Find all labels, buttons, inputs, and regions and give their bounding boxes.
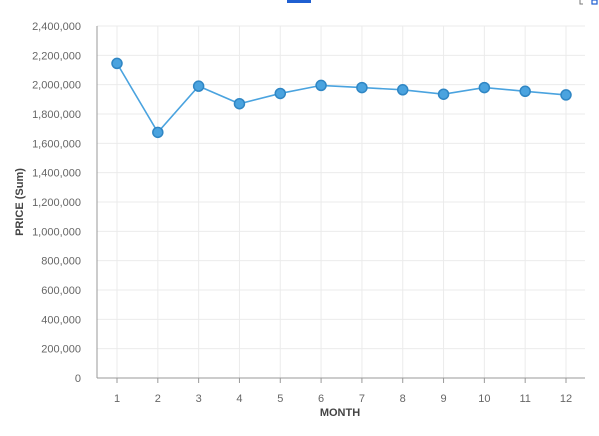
x-tick-label: 5	[277, 393, 283, 405]
y-tick-label: 1,400,000	[32, 168, 81, 180]
data-point[interactable]	[152, 126, 164, 139]
data-point[interactable]	[437, 88, 450, 100]
y-tick-labels: 0 200,000 400,000 600,000 800,000 1,000,000 1,…	[32, 21, 81, 385]
y-tick-label: 200,000	[41, 344, 81, 356]
x-tick-label: 8	[400, 393, 406, 405]
y-tick-label: 1,200,000	[32, 197, 81, 209]
y-axis-title: PRICE (Sum)	[14, 168, 26, 236]
x-tick-label: 11	[519, 393, 530, 405]
data-point[interactable]	[478, 81, 491, 94]
data-point[interactable]	[315, 79, 327, 92]
x-tick-label: 7	[359, 393, 365, 405]
y-tick-label: 1,000,000	[32, 226, 81, 238]
y-tick-label: 2,000,000	[32, 80, 81, 92]
x-tick-label: 9	[440, 393, 446, 405]
x-tick-label: 10	[478, 393, 490, 405]
data-point[interactable]	[519, 85, 531, 98]
y-tick-label: 600,000	[41, 285, 81, 297]
y-tick-label: 400,000	[41, 314, 81, 326]
axes	[96, 26, 585, 383]
expand-icon[interactable]	[578, 0, 598, 6]
data-point[interactable]	[111, 57, 123, 70]
x-tick-label: 4	[236, 393, 242, 405]
y-tick-label: 0	[75, 373, 81, 385]
y-tick-label: 2,400,000	[32, 21, 81, 33]
data-point[interactable]	[356, 81, 368, 94]
data-point[interactable]	[274, 87, 287, 100]
x-tick-label: 6	[318, 393, 324, 405]
x-tick-label: 2	[155, 393, 161, 405]
toolbar-highlight	[287, 0, 311, 3]
data-point[interactable]	[192, 80, 205, 92]
data-point[interactable]	[396, 84, 409, 96]
series	[111, 57, 572, 139]
x-tick-label: 3	[196, 393, 202, 405]
y-tick-label: 2,200,000	[32, 50, 81, 62]
y-tick-label: 1,800,000	[32, 109, 81, 121]
x-tick-label: 1	[114, 393, 120, 405]
y-tick-label: 1,600,000	[32, 138, 81, 150]
series-line	[116, 62, 567, 134]
y-tick-label: 800,000	[41, 256, 81, 268]
data-point[interactable]	[233, 97, 246, 110]
x-tick-label: 12	[560, 393, 572, 405]
x-axis-title: MONTH	[320, 407, 360, 419]
x-tick-labels: 1 2 3 4 5 6 7 8 9 10 11 12	[114, 393, 572, 405]
data-point[interactable]	[560, 89, 572, 101]
grid	[97, 25, 585, 378]
